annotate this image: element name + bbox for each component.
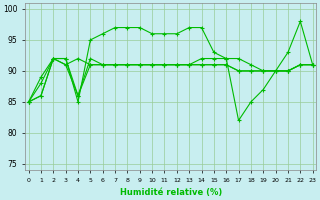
X-axis label: Humidité relative (%): Humidité relative (%)	[120, 188, 222, 197]
